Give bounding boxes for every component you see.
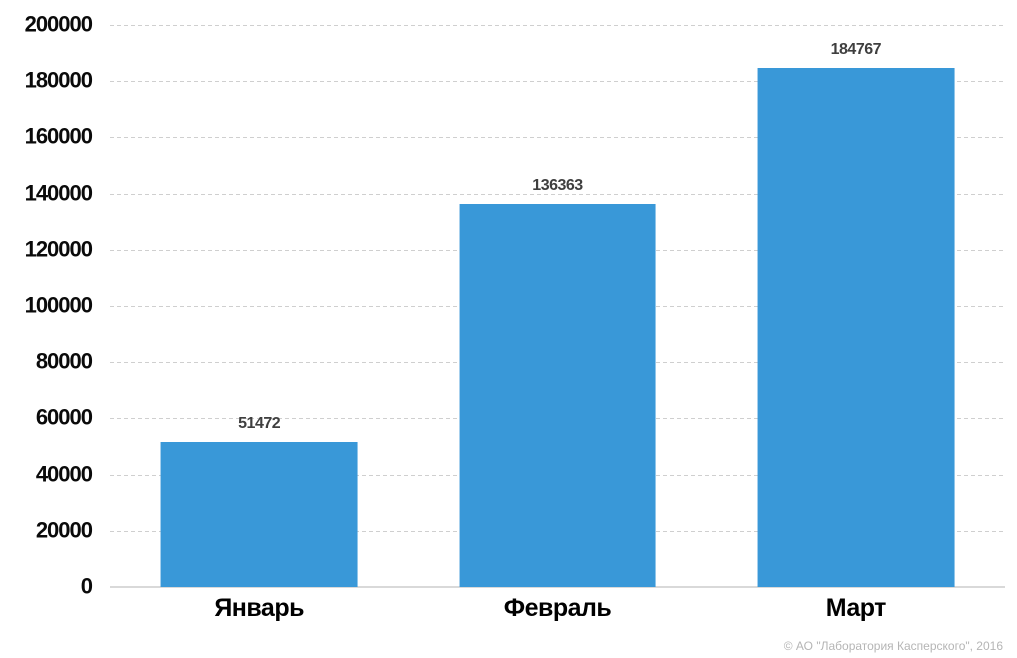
bar-Февраль: 136363 <box>459 177 656 587</box>
x-axis-label-Январь: Январь <box>214 594 304 622</box>
gridline <box>110 81 1005 83</box>
gridline <box>110 137 1005 139</box>
y-tick-label: 0 <box>80 573 93 599</box>
bar-value-label: 51472 <box>238 415 281 433</box>
axis-baseline <box>110 586 1005 588</box>
x-axis-labels: Январь Февраль Март <box>110 594 1005 634</box>
y-tick-label: 200000 <box>24 11 93 37</box>
y-tick-label: 60000 <box>35 404 93 430</box>
gridline <box>110 193 1005 195</box>
x-axis-label-Март: Март <box>825 594 887 622</box>
bar-rect <box>459 203 656 587</box>
plot-area: 51472 136363 184767 <box>110 25 1005 588</box>
y-tick-label: 120000 <box>24 236 93 262</box>
gridline <box>110 25 1005 26</box>
y-tick-label: 80000 <box>35 348 93 374</box>
bar-rect <box>160 442 358 587</box>
bar-rect <box>757 67 955 587</box>
bar-value-label: 184767 <box>830 40 882 58</box>
y-tick-label: 160000 <box>24 123 93 149</box>
y-axis-tick-labels: 200000 180000 160000 140000 120000 100000 8000… <box>0 11 93 598</box>
y-tick-label: 40000 <box>35 461 93 487</box>
y-tick-label: 20000 <box>35 517 93 543</box>
copyright-note: © АО "Лаборатория Касперского", 2016 <box>783 639 1003 653</box>
x-axis-label-Февраль: Февраль <box>503 594 612 622</box>
bar-Март: 184767 <box>757 41 955 587</box>
y-tick-label: 140000 <box>24 180 93 206</box>
bar-value-label: 136363 <box>532 176 583 194</box>
y-tick-label: 100000 <box>24 292 93 318</box>
bar-Январь: 51472 <box>160 415 358 587</box>
y-tick-label: 180000 <box>24 67 93 93</box>
